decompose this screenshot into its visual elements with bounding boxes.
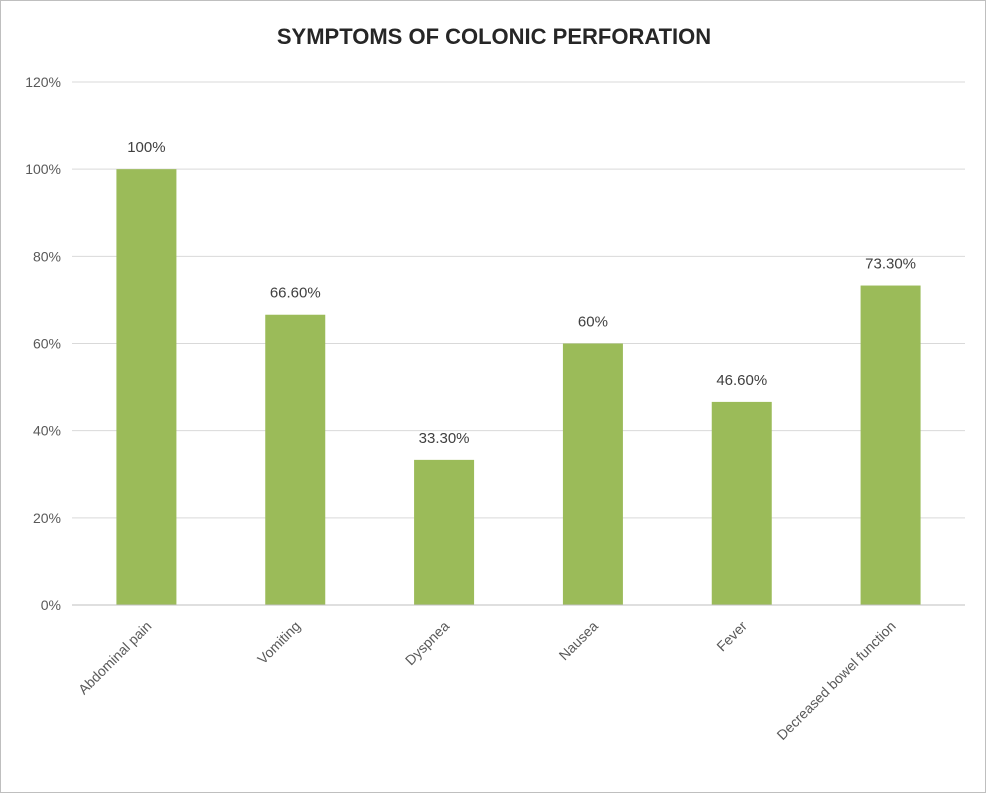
x-tick-label: Dyspnea (402, 618, 453, 669)
x-tick-label: Fever (713, 618, 750, 655)
chart-title: SYMPTOMS OF COLONIC PERFORATION (277, 24, 711, 49)
data-label: 100% (127, 139, 165, 156)
x-tick-label: Vomiting (254, 618, 303, 667)
x-axis-categories: Abdominal pain Vomiting Dyspnea Nausea Fever… (75, 618, 899, 743)
bars (116, 169, 921, 605)
x-tick-label: Nausea (556, 618, 602, 664)
y-tick-label: 20% (33, 510, 61, 526)
gridlines (72, 81, 965, 519)
data-label: 66.60% (270, 285, 321, 302)
x-tick-label: Decreased bowel function (773, 618, 898, 743)
data-label: 33.30% (419, 430, 470, 447)
data-labels: 100% 66.60% 33.30% 60% 46.60% 73.30% (127, 139, 916, 447)
y-tick-label: 60% (33, 336, 61, 352)
data-label: 73.30% (865, 256, 916, 273)
data-label: 60% (578, 314, 608, 331)
bar (116, 169, 177, 605)
y-tick-label: 40% (33, 423, 61, 439)
y-tick-label: 0% (41, 597, 61, 613)
y-tick-label: 80% (33, 248, 61, 264)
bar (265, 314, 326, 605)
y-tick-label: 120% (25, 74, 61, 90)
y-tick-label: 100% (25, 161, 61, 177)
bar (860, 285, 921, 605)
bar (414, 459, 475, 605)
data-label: 46.60% (716, 372, 767, 389)
bar (711, 401, 772, 605)
bar (562, 343, 623, 605)
y-axis-ticks: 0% 20% 40% 60% 80% 100% 120% (25, 74, 61, 613)
x-tick-label: Abdominal pain (75, 618, 155, 698)
